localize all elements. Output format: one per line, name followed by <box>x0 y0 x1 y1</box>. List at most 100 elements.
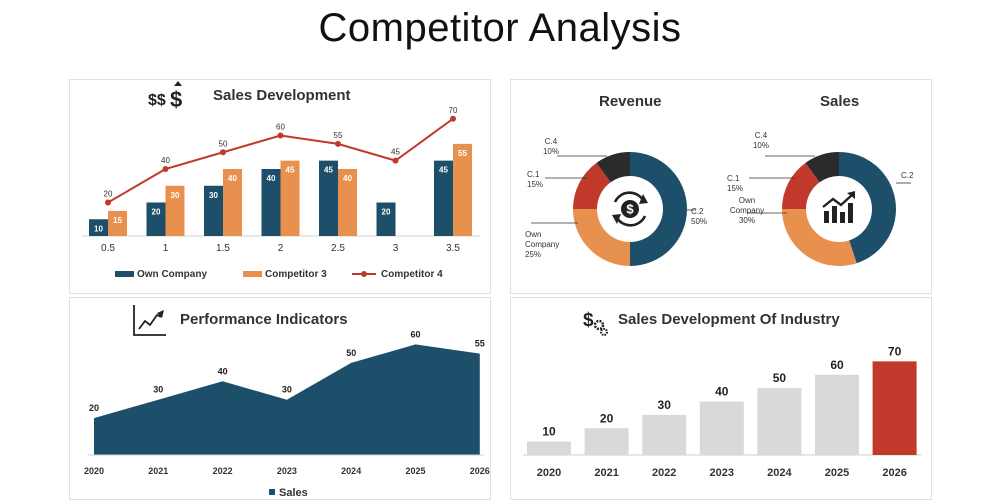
industry-sales-panel: $ 10 2020 20 2021 30 2022 40 2023 50 2024 60 2025 70… <box>510 297 932 500</box>
competitor-3-bar-label: 40 <box>228 174 237 183</box>
dollar-signs-icon: $$ $ <box>148 81 182 112</box>
competitor-4-label: 55 <box>334 131 343 140</box>
industry-bar-value: 10 <box>542 425 556 439</box>
svg-text:$: $ <box>170 87 182 112</box>
legend-own-company-swatch <box>115 271 134 277</box>
x-tick-label: 2025 <box>405 466 425 476</box>
own-company-bar <box>89 219 108 236</box>
performance-area-chart: 2020203020214020223020235020246020255520… <box>84 305 490 499</box>
legend-sales: Sales <box>279 487 308 499</box>
own-company-bar-label: 40 <box>267 174 276 183</box>
legend-competitor-3: Competitor 3 <box>265 269 327 280</box>
competitor-3-bar-label: 55 <box>458 149 467 158</box>
x-tick-label: 3 <box>393 243 399 254</box>
sales-slice-label: 10% <box>753 141 769 150</box>
sales-development-chart: $$ $ 10 15 0.5 20 30 1 30 40 1.5 40 45 2 45 40 2.5 20 3 4… <box>82 81 480 280</box>
legend-competitor-3-swatch <box>243 271 262 277</box>
industry-bar <box>584 428 629 455</box>
sales-slice-label: 15% <box>727 184 743 193</box>
sales-slice-label: 30% <box>739 216 755 225</box>
industry-bar-value: 60 <box>830 358 844 372</box>
revenue-sales-panel: C.2 50% Own Company 25% C.1 15% C.4 10% C.2 Own Com… <box>510 79 932 294</box>
own-company-bar-label: 20 <box>382 208 391 217</box>
x-tick-label: 2026 <box>882 467 906 479</box>
svg-text:$: $ <box>626 202 634 217</box>
competitor-4-label: 60 <box>276 123 285 132</box>
x-tick-label: 1 <box>163 243 169 254</box>
competitor-3-bar <box>280 160 300 236</box>
competitor-3-bar-label: 45 <box>286 166 295 175</box>
revenue-slice-own-company <box>573 209 630 266</box>
revenue-slice-label: 25% <box>525 250 541 259</box>
industry-bar <box>815 374 859 455</box>
x-tick-label: 2020 <box>84 466 104 476</box>
x-tick-label: 2021 <box>594 467 618 479</box>
industry-bar <box>699 401 744 455</box>
industry-bar <box>642 414 687 455</box>
competitor-4-point <box>162 166 169 172</box>
x-tick-label: 0.5 <box>101 243 115 254</box>
sales-title: Sales <box>820 93 860 110</box>
area-value-label: 55 <box>475 339 485 349</box>
x-tick-label: 2024 <box>341 466 361 476</box>
industry-bar-value: 40 <box>715 385 729 399</box>
competitor-4-point <box>220 149 226 156</box>
industry-bar-value: 20 <box>600 411 614 425</box>
own-company-bar-label: 30 <box>209 191 218 200</box>
x-tick-label: 2023 <box>710 467 734 479</box>
dollar-gears-icon: $ <box>583 310 608 336</box>
sales-slice-c-4 <box>805 152 839 183</box>
industry-bar <box>527 441 571 455</box>
x-tick-label: 2022 <box>213 466 233 476</box>
dollar-cycle-icon: $ <box>612 191 648 227</box>
area-value-label: 60 <box>410 329 420 339</box>
legend-competitor-4-marker <box>361 271 367 277</box>
x-tick-label: 2023 <box>277 466 297 476</box>
x-tick-label: 2020 <box>537 467 561 479</box>
sales-slice-c-1 <box>782 162 820 209</box>
competitor-4-point <box>392 157 399 164</box>
competitor-4-label: 40 <box>161 156 170 165</box>
sales-slice-label: C.2 <box>901 171 914 180</box>
competitor-4-point <box>105 199 111 206</box>
x-tick-label: 2022 <box>652 467 676 479</box>
industry-bar-value: 70 <box>888 344 902 358</box>
industry-bar-value: 50 <box>773 371 787 385</box>
industry-bar <box>757 388 802 455</box>
revenue-slice-label: 10% <box>543 147 559 156</box>
x-tick-label: 2021 <box>148 466 168 476</box>
competitor-3-bar-label: 40 <box>343 174 352 183</box>
revenue-slice-label: C.2 <box>691 207 704 216</box>
revenue-slice-c-2 <box>630 152 687 266</box>
own-company-bar-label: 45 <box>439 166 448 175</box>
sales-slice-label: C.1 <box>727 174 740 183</box>
competitor-4-label: 70 <box>449 106 458 115</box>
revenue-slice-label: 15% <box>527 180 543 189</box>
performance-indicators-panel: 20 2020 30 2021 40 2022 30 2023 50 2024 60 2025 55 20… <box>69 297 491 500</box>
own-company-bar-label: 10 <box>94 224 103 233</box>
x-tick-label: 2024 <box>767 467 792 479</box>
revenue-slice-label: 50% <box>691 217 707 226</box>
x-tick-label: 2026 <box>470 466 490 476</box>
own-company-bar-label: 45 <box>324 166 333 175</box>
competitor-4-point <box>277 132 284 139</box>
sales-slice-c-2 <box>839 152 896 264</box>
competitor-4-label: 45 <box>391 148 400 157</box>
area-value-label: 30 <box>153 385 163 395</box>
page-title: Competitor Analysis <box>318 6 682 50</box>
revenue-slice-c-4 <box>596 152 630 183</box>
donut-charts: C.250%OwnCompany25%C.115%C.410%C.2OwnCom… <box>525 131 914 266</box>
revenue-slice-label: C.1 <box>527 170 540 179</box>
own-company-bar <box>434 160 453 236</box>
sales-slice-label: Company <box>730 206 764 215</box>
x-tick-label: 2025 <box>825 467 849 479</box>
industry-bar-chart: $ 10202020202130202240202350202460202570… <box>523 310 921 479</box>
competitor-4-point <box>450 115 456 122</box>
revenue-slice-label: Company <box>525 240 559 249</box>
legend-sales-swatch <box>269 489 275 495</box>
area-value-label: 40 <box>218 366 228 376</box>
sales-slice-label: C.4 <box>755 131 768 140</box>
sales-area <box>94 344 480 455</box>
competitor-3-bar <box>165 185 185 236</box>
x-tick-label: 2 <box>278 243 284 254</box>
